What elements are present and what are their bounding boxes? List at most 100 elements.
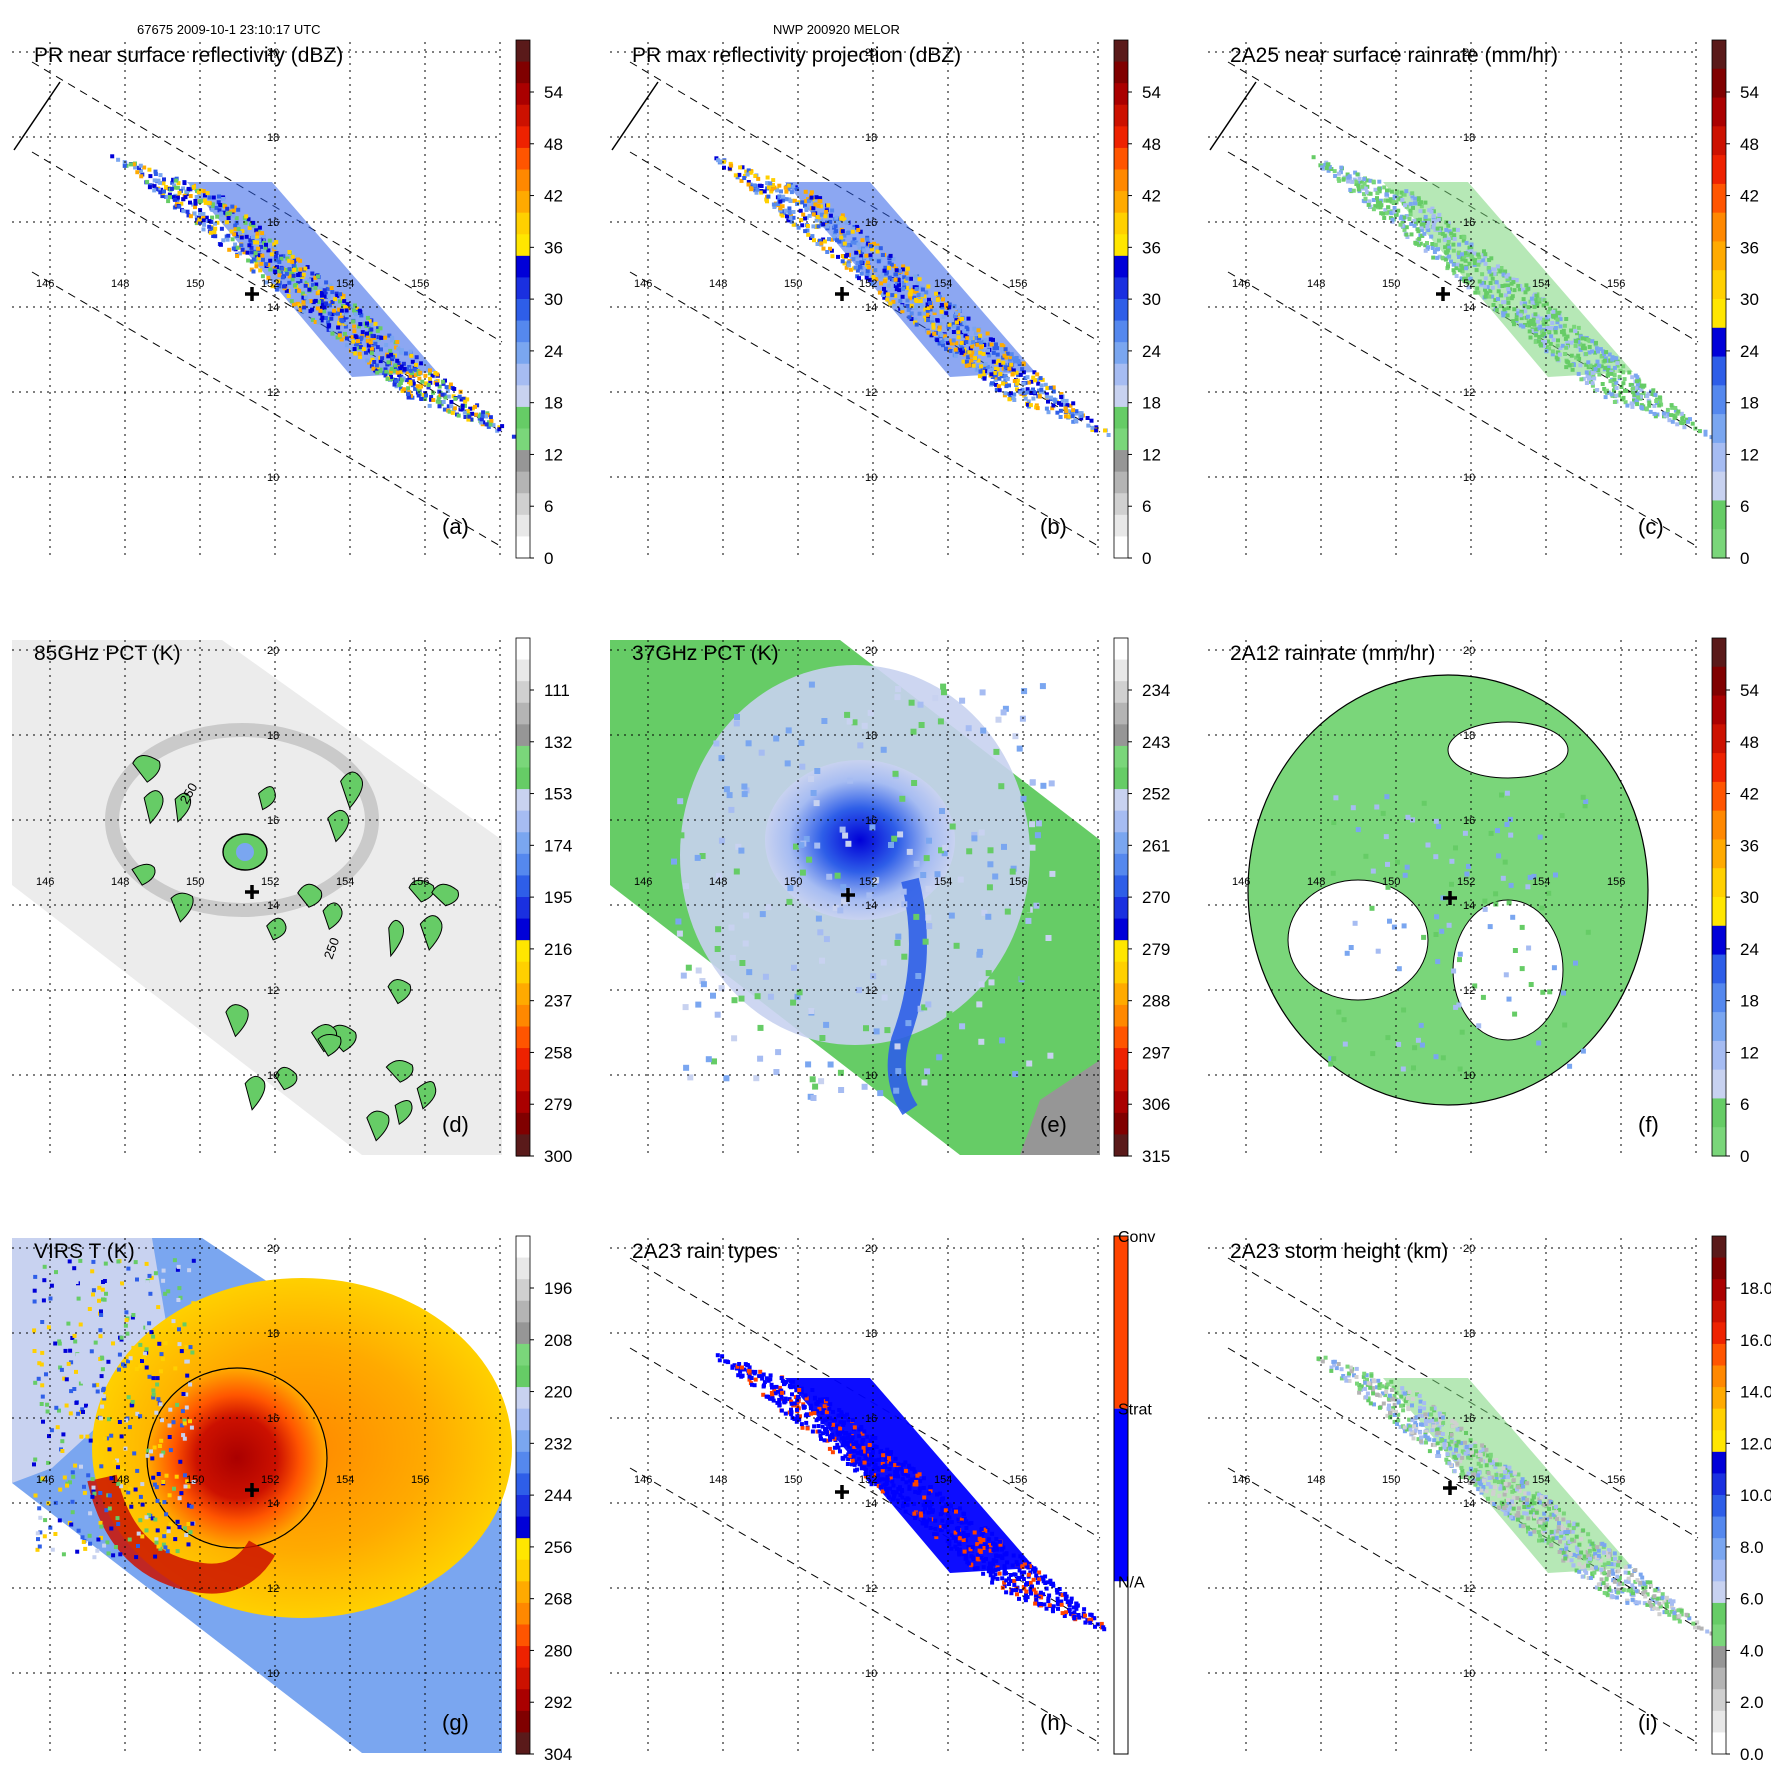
lon-tick-label: 152 <box>859 278 877 290</box>
colorbar-tick-label: 18 <box>1740 394 1759 413</box>
lat-tick-label: 18 <box>1463 730 1475 742</box>
data-pixel <box>163 1341 168 1346</box>
data-pixel <box>947 322 952 327</box>
data-pixel <box>927 1491 931 1496</box>
data-pixel <box>1614 386 1619 390</box>
data-pixel <box>914 287 919 291</box>
data-pixel <box>42 1534 47 1539</box>
data-pixel <box>378 368 383 373</box>
data-pixel <box>870 247 875 252</box>
data-pixel <box>1519 316 1524 321</box>
data-pixel <box>1059 402 1064 407</box>
data-pixel <box>1601 349 1606 354</box>
data-pixel <box>809 195 814 200</box>
data-pixel <box>1031 396 1036 401</box>
data-pixel <box>954 320 959 325</box>
data-pixel <box>716 158 721 163</box>
data-pixel <box>784 189 789 194</box>
data-pixel <box>863 1025 869 1032</box>
data-pixel <box>1071 1605 1076 1610</box>
data-pixel <box>1039 683 1046 690</box>
colorbar-segment <box>1712 1098 1726 1128</box>
data-pixel <box>99 1374 104 1379</box>
data-pixel <box>1670 419 1675 424</box>
data-pixel <box>166 199 171 204</box>
data-pixel <box>1362 192 1366 197</box>
data-pixel <box>990 367 995 372</box>
data-pixel <box>1532 322 1537 327</box>
data-pixel <box>1575 331 1579 336</box>
data-pixel <box>1621 381 1626 386</box>
data-pixel <box>1512 948 1518 953</box>
data-pixel <box>901 953 908 960</box>
data-pixel <box>871 275 876 280</box>
data-pixel <box>1024 906 1031 913</box>
data-pixel <box>315 306 320 311</box>
data-pixel <box>1058 408 1063 413</box>
colorbar-segment <box>516 1581 530 1604</box>
data-pixel <box>1537 326 1542 331</box>
colorbar-tick-label: 24 <box>1740 342 1759 361</box>
colorbar-segment <box>516 450 530 473</box>
data-pixel <box>827 1422 832 1427</box>
data-pixel <box>1398 222 1403 227</box>
data-pixel <box>857 1434 862 1439</box>
data-pixel <box>901 1462 906 1467</box>
data-pixel <box>861 1449 866 1454</box>
data-pixel <box>814 195 819 200</box>
data-pixel <box>931 325 936 330</box>
data-pixel <box>1581 376 1586 381</box>
data-pixel <box>765 904 772 911</box>
data-pixel <box>963 1552 968 1557</box>
data-pixel <box>942 844 949 851</box>
data-pixel <box>1593 367 1598 372</box>
data-pixel <box>862 1465 867 1470</box>
data-pixel <box>358 345 363 349</box>
data-pixel <box>353 351 358 356</box>
data-pixel <box>172 197 177 202</box>
data-pixel <box>511 434 516 439</box>
data-pixel <box>126 1266 131 1271</box>
data-pixel <box>116 1465 120 1470</box>
data-pixel <box>106 1551 111 1556</box>
data-pixel <box>435 382 440 387</box>
scan-edge-marker <box>1209 81 1257 151</box>
data-pixel <box>839 826 846 833</box>
data-pixel <box>771 202 776 207</box>
data-pixel <box>1390 218 1395 222</box>
data-pixel <box>1688 417 1692 422</box>
data-pixel <box>938 1528 943 1533</box>
data-pixel <box>965 336 970 341</box>
lat-tick-label: 20 <box>1463 645 1475 657</box>
data-pixel <box>78 1258 83 1263</box>
lat-tick-label: 10 <box>865 1668 877 1680</box>
colorbar-segment <box>516 1559 530 1582</box>
data-pixel <box>798 208 803 213</box>
data-pixel <box>1528 982 1534 987</box>
data-pixel <box>1412 223 1417 228</box>
data-pixel <box>412 367 417 372</box>
data-pixel <box>1396 197 1401 202</box>
lat-tick-label: 10 <box>267 472 279 484</box>
data-pixel <box>1010 944 1017 951</box>
data-pixel <box>219 226 224 231</box>
data-pixel <box>230 204 235 209</box>
data-pixel <box>1569 362 1574 367</box>
data-pixel <box>117 1420 122 1424</box>
data-pixel <box>883 290 888 295</box>
data-pixel <box>1489 256 1494 261</box>
data-pixel <box>954 1509 958 1514</box>
data-pixel <box>319 318 324 323</box>
data-pixel <box>797 1388 802 1392</box>
data-pixel <box>990 381 994 386</box>
data-pixel <box>344 320 349 325</box>
data-pixel <box>893 1463 898 1468</box>
data-pixel <box>769 1391 774 1395</box>
data-pixel <box>256 256 261 261</box>
data-pixel <box>971 350 976 355</box>
data-pixel <box>886 1451 891 1455</box>
data-pixel <box>882 1482 887 1487</box>
data-pixel <box>981 1558 986 1563</box>
data-pixel <box>893 272 898 277</box>
data-pixel <box>35 1547 40 1552</box>
